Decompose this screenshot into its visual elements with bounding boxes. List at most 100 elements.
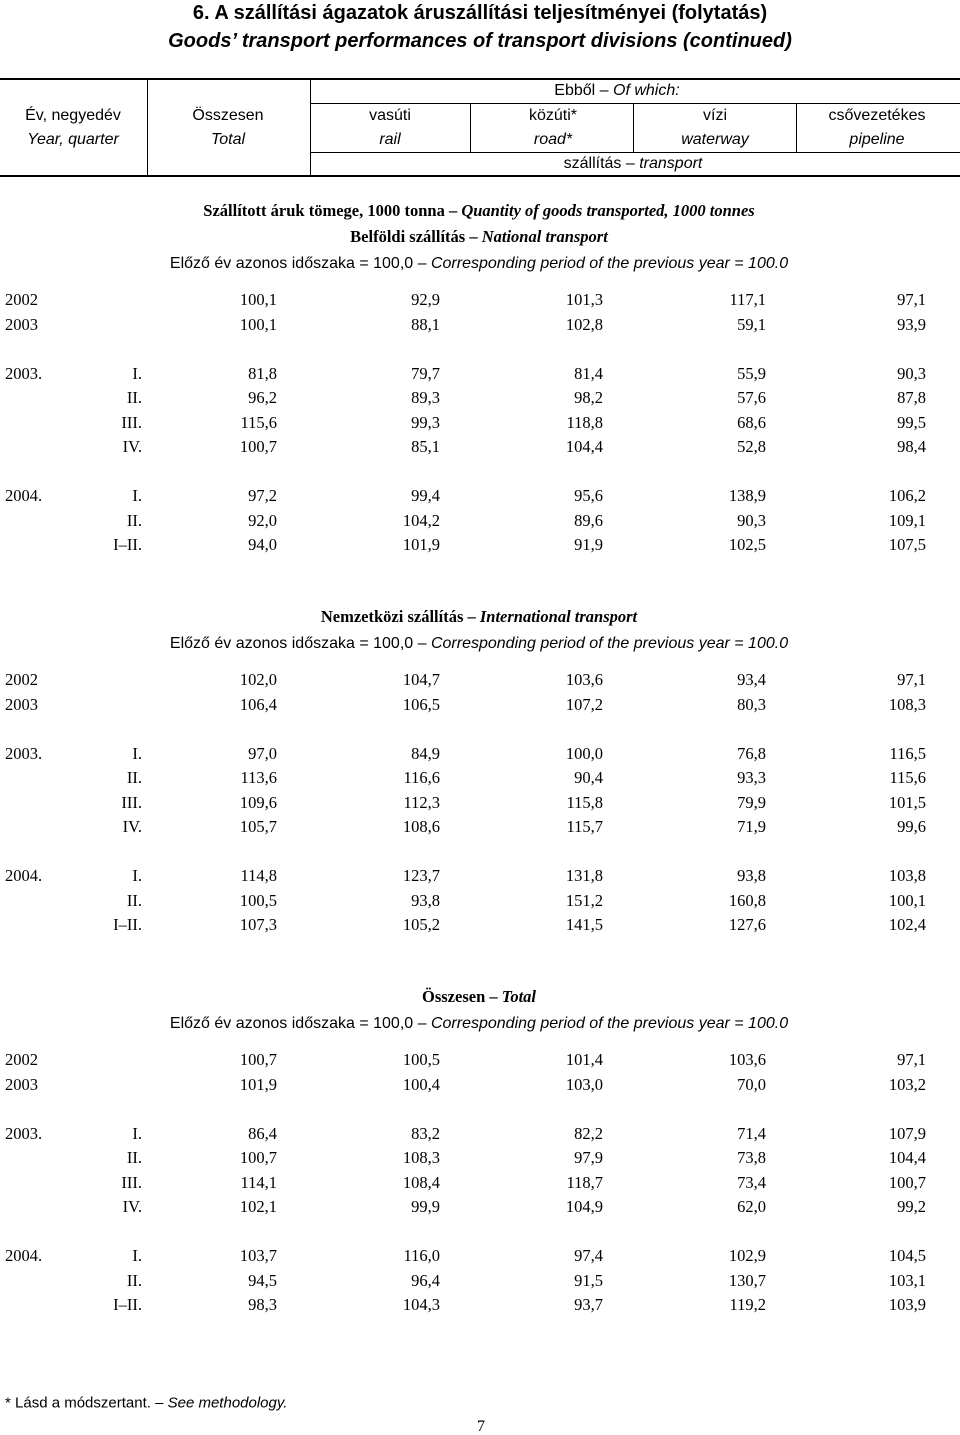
cell-value: 93,8	[411, 890, 440, 910]
year: 2004.	[5, 1245, 43, 1265]
cell-value: 92,9	[411, 289, 440, 309]
column-header-en: waterway	[681, 131, 749, 148]
cell-value: 115,7	[566, 816, 603, 836]
cell-value: 97,9	[574, 1147, 603, 1167]
cell-value: 100,1	[888, 890, 926, 910]
cell-value: 90,3	[737, 510, 766, 530]
index-note-hu: Előző év azonos időszaka = 100,0 –	[169, 1015, 427, 1032]
cell-value: 91,5	[574, 1270, 603, 1290]
quarter: I.	[132, 1245, 142, 1265]
cell-value: 98,4	[897, 436, 926, 456]
cell-value: 102,5	[728, 534, 766, 554]
cell-value: 79,7	[411, 363, 440, 383]
year-header-en: Year, quarter	[27, 131, 119, 148]
cell-value: 97,1	[897, 669, 926, 689]
cell-value: 79,9	[737, 792, 766, 812]
cell-value: 131,8	[565, 865, 603, 885]
cell-value: 100,7	[239, 1049, 277, 1069]
cell-value: 59,1	[737, 314, 766, 334]
section-title-en: International transport	[479, 606, 638, 626]
cell-value: 99,6	[897, 816, 926, 836]
cell-value: 100,4	[402, 1074, 440, 1094]
cell-value: 107,2	[565, 694, 603, 714]
cell-value: 108,4	[402, 1172, 440, 1192]
cell-value: 103,7	[239, 1245, 277, 1265]
column-header: közúti*	[528, 107, 578, 124]
cell-value: 102,4	[888, 914, 926, 934]
cell-value: 91,9	[574, 534, 603, 554]
cell-value: 55,9	[737, 363, 766, 383]
cell-value: 92,0	[248, 510, 277, 530]
cell-value: 99,4	[411, 485, 440, 505]
cell-value: 141,5	[565, 914, 603, 934]
cell-value: 76,8	[737, 743, 766, 763]
year: 2003	[5, 694, 38, 714]
year: 2003	[5, 1074, 38, 1094]
cell-value: 117,1	[729, 289, 766, 309]
cell-value: 82,2	[574, 1123, 603, 1143]
cell-value: 105,2	[402, 914, 440, 934]
cell-value: 119,2	[729, 1294, 766, 1314]
cell-value: 101,9	[239, 1074, 277, 1094]
cell-value: 99,2	[897, 1196, 926, 1216]
cell-value: 99,5	[897, 412, 926, 432]
cell-value: 98,2	[574, 387, 603, 407]
transport-header: szállítás – transport	[564, 156, 703, 172]
cell-value: 85,1	[411, 436, 440, 456]
cell-value: 96,4	[411, 1270, 440, 1290]
cell-value: 103,1	[888, 1270, 926, 1290]
cell-value: 100,7	[239, 1147, 277, 1167]
quarter: II.	[126, 1147, 142, 1167]
cell-value: 98,3	[248, 1294, 277, 1314]
quarter: III.	[121, 792, 142, 812]
quarter: I–II.	[113, 1294, 142, 1314]
cell-value: 89,6	[574, 510, 603, 530]
quarter: IV.	[122, 436, 142, 456]
cell-value: 100,0	[565, 743, 603, 763]
rule	[470, 103, 471, 152]
quarter: I.	[132, 363, 142, 383]
cell-value: 73,8	[737, 1147, 766, 1167]
cell-value: 93,4	[737, 669, 766, 689]
cell-value: 109,6	[239, 792, 277, 812]
column-header: vízi	[703, 107, 727, 124]
cell-value: 101,9	[402, 534, 440, 554]
cell-value: 103,0	[565, 1074, 603, 1094]
cell-value: 103,6	[728, 1049, 766, 1069]
rule	[0, 175, 960, 177]
column-header-en: road*	[533, 131, 573, 148]
year: 2002	[5, 669, 38, 689]
index-note: Előző év azonos időszaka = 100,0 – Corre…	[170, 1016, 788, 1032]
cell-value: 57,6	[737, 387, 766, 407]
cell-value: 102,0	[239, 669, 277, 689]
quarter: III.	[121, 412, 142, 432]
quarter: I.	[132, 485, 142, 505]
year: 2003.	[5, 1123, 43, 1143]
quarter: IV.	[122, 1196, 142, 1216]
cell-value: 97,4	[574, 1245, 603, 1265]
cell-value: 84,9	[411, 743, 440, 763]
cell-value: 112,3	[403, 792, 440, 812]
cell-value: 70,0	[737, 1074, 766, 1094]
rule	[633, 103, 634, 152]
index-note-en: Corresponding period of the previous yea…	[430, 1015, 789, 1032]
cell-value: 127,6	[728, 914, 766, 934]
cell-value: 123,7	[402, 865, 440, 885]
cell-value: 106,5	[402, 694, 440, 714]
cell-value: 104,9	[565, 1196, 603, 1216]
subtitle: Szállított áruk tömege, 1000 tonna – Qua…	[203, 200, 754, 220]
column-header-en: pipeline	[849, 131, 905, 148]
rule	[310, 103, 960, 104]
of-which-en: Of which:	[613, 82, 680, 99]
cell-value: 102,8	[565, 314, 603, 334]
cell-value: 73,4	[737, 1172, 766, 1192]
quarter: II.	[126, 510, 142, 530]
cell-value: 81,8	[248, 363, 277, 383]
subtitle-hu: Szállított áruk tömege, 1000 tonna –	[203, 200, 458, 220]
cell-value: 68,6	[737, 412, 766, 432]
index-note-en: Corresponding period of the previous yea…	[430, 255, 789, 272]
cell-value: 97,0	[248, 743, 277, 763]
cell-value: 100,1	[239, 289, 277, 309]
cell-value: 151,2	[565, 890, 603, 910]
